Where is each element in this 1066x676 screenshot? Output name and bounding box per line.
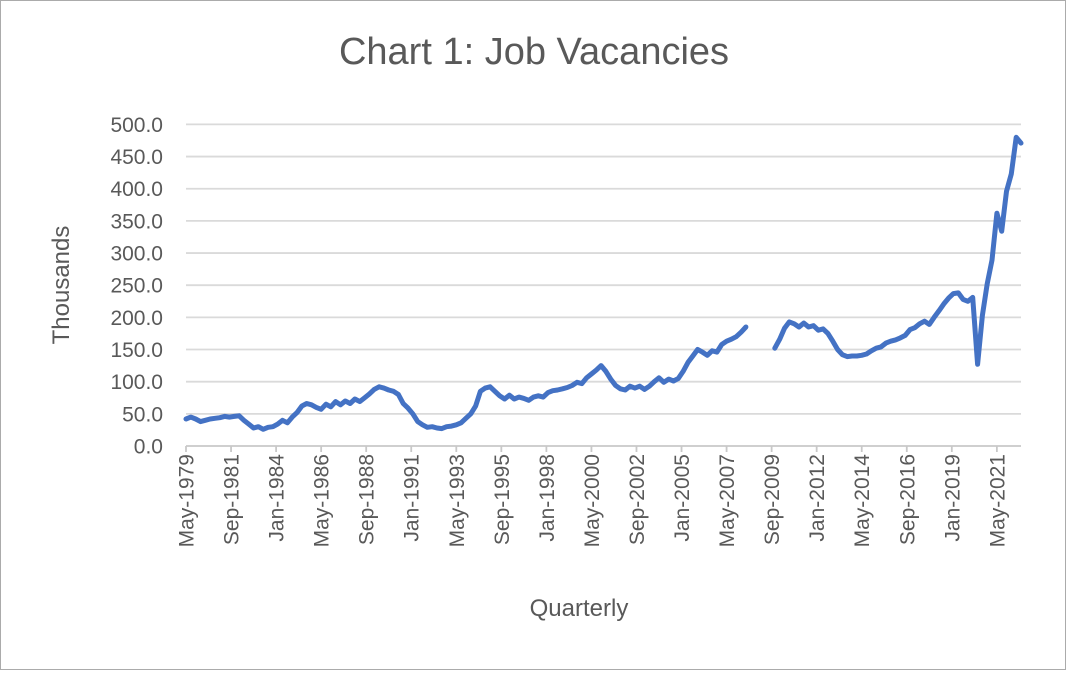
gridlines	[186, 123, 1021, 415]
x-tick-label: May-2000	[581, 454, 604, 547]
y-tick-label: 250.0	[110, 275, 163, 298]
x-tick-label: Jan-2005	[671, 454, 694, 542]
x-tick-label: May-1993	[446, 454, 469, 547]
x-tick-label: Sep-1995	[491, 454, 514, 545]
y-tick-label: 400.0	[110, 178, 163, 201]
x-tick-label: May-2021	[986, 454, 1009, 547]
x-tick-labels: May-1979 Sep-1981 Jan-1984 May-1986 Sep-1988…	[176, 454, 1010, 548]
y-tick-label: 500.0	[110, 114, 163, 137]
x-tick-label: Jan-1998	[536, 454, 559, 542]
x-tick-label: Jan-2019	[941, 454, 964, 542]
y-tick-label: 450.0	[110, 146, 163, 169]
x-tick-label: Sep-2002	[626, 454, 649, 545]
y-tick-label: 200.0	[110, 307, 163, 330]
x-tick-label: Sep-2009	[761, 454, 784, 545]
x-tick-label: Sep-1988	[356, 454, 379, 545]
chart-title: Chart 1: Job Vacancies	[339, 31, 729, 73]
x-tick-label: Sep-1981	[221, 454, 244, 545]
series-line-job-vacancies	[772, 134, 1024, 367]
y-axis-title: Thousands	[48, 226, 75, 345]
y-tick-label: 150.0	[110, 339, 163, 362]
x-tick-label: Jan-1991	[401, 454, 424, 542]
x-axis-ticks	[185, 446, 998, 452]
x-tick-label: Jan-2012	[806, 454, 829, 542]
x-tick-label: Jan-1984	[266, 454, 289, 542]
y-tick-label: 100.0	[110, 371, 163, 394]
y-tick-label: 350.0	[110, 210, 163, 233]
x-tick-label: May-1979	[176, 454, 199, 547]
y-tick-labels: 0.0 50.0 100.0 150.0 200.0 250.0 300.0 350.0 400…	[110, 114, 163, 459]
y-tick-label: 50.0	[122, 403, 163, 426]
x-axis-title: Quarterly	[530, 595, 629, 622]
series-lines	[183, 134, 1024, 432]
x-tick-label: May-2014	[851, 454, 874, 548]
y-tick-label: 0.0	[134, 436, 163, 459]
series-line-job-vacancies	[183, 324, 749, 432]
x-tick-label: May-2007	[716, 454, 739, 547]
x-tick-label: Sep-2016	[896, 454, 919, 545]
y-tick-label: 300.0	[110, 243, 163, 266]
x-tick-label: May-1986	[311, 454, 334, 547]
